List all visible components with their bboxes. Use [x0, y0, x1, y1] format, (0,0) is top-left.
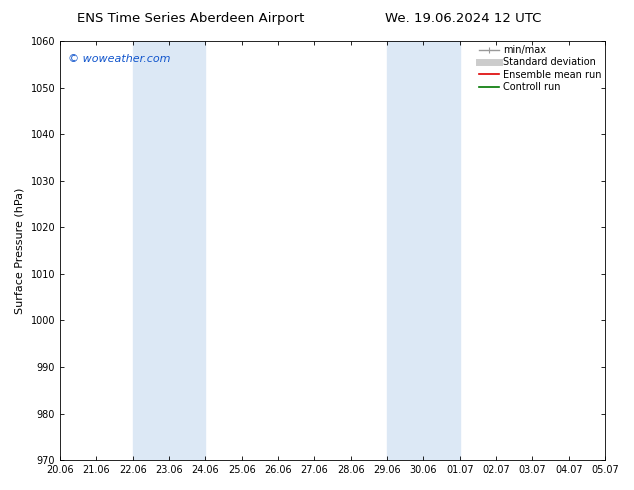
Text: © woweather.com: © woweather.com	[68, 53, 171, 64]
Y-axis label: Surface Pressure (hPa): Surface Pressure (hPa)	[15, 187, 25, 314]
Text: We. 19.06.2024 12 UTC: We. 19.06.2024 12 UTC	[385, 12, 541, 25]
Bar	[133, 41, 205, 460]
Bar	[387, 41, 460, 460]
Legend: min/max, Standard deviation, Ensemble mean run, Controll run: min/max, Standard deviation, Ensemble me…	[477, 43, 603, 94]
Text: ENS Time Series Aberdeen Airport: ENS Time Series Aberdeen Airport	[77, 12, 304, 25]
